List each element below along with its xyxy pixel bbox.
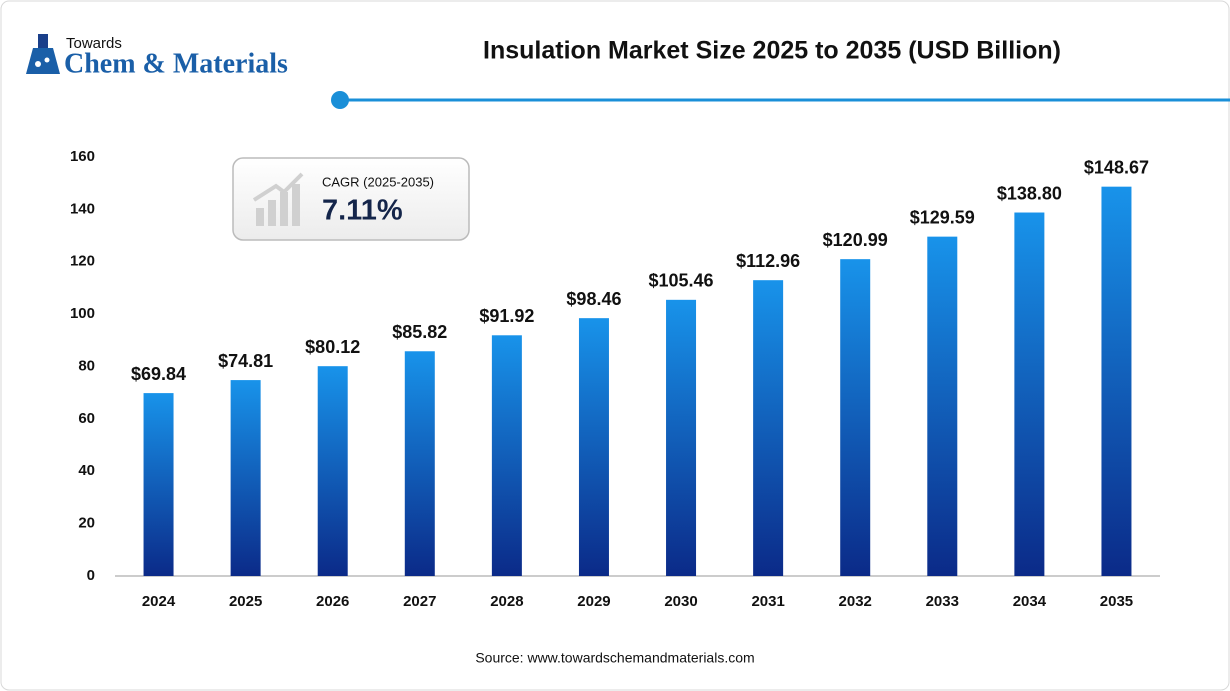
x-tick-label: 2031 [751,593,784,610]
value-label: $69.84 [131,364,186,384]
cagr-value: 7.11% [322,195,403,227]
bar [1014,212,1045,576]
logo-icon [26,34,60,74]
value-label: $74.81 [218,351,273,371]
bar [1101,186,1132,576]
bar [927,236,958,577]
cagr-icon [252,172,304,226]
value-label: $98.46 [566,289,621,309]
logo-line1: Towards [66,35,122,52]
bar [578,318,609,576]
x-tick-label: 2032 [839,593,872,610]
bar [317,366,348,576]
x-tick-label: 2029 [577,593,610,610]
x-tick-label: 2025 [229,593,262,610]
x-tick-label: 2033 [926,593,959,610]
x-tick-label: 2024 [142,593,176,610]
value-label: $129.59 [910,207,975,227]
value-label: $91.92 [479,306,534,326]
value-label: $85.82 [392,322,447,342]
value-label: $120.99 [823,230,888,250]
x-tick-label: 2026 [316,593,349,610]
y-tick-label: 100 [70,305,95,322]
x-tick-label: 2027 [403,593,436,610]
y-tick-label: 160 [70,148,95,165]
y-tick-label: 140 [70,200,95,217]
value-label: $148.67 [1084,157,1149,177]
bar [666,299,697,576]
x-tick-label: 2034 [1013,593,1047,610]
y-tick-label: 80 [78,357,95,374]
bar [491,335,522,576]
bar [404,351,435,576]
value-label: $138.80 [997,183,1062,203]
y-tick-label: 0 [87,567,95,584]
y-tick-label: 40 [78,462,95,479]
x-tick-label: 2035 [1100,593,1133,610]
bar [840,259,871,576]
value-label: $112.96 [736,251,800,271]
y-tick-label: 60 [78,410,95,427]
x-tick-label: 2030 [664,593,697,610]
y-tick-label: 20 [78,515,95,532]
value-label: $105.46 [649,271,714,291]
value-label: $80.12 [305,337,360,357]
bar [143,393,174,576]
bar [753,280,784,576]
source: Source: www.towardschemandmaterials.com [475,650,754,666]
x-tick-label: 2028 [490,593,523,610]
bar [230,380,261,576]
chart-title: Insulation Market Size 2025 to 2035 (USD… [483,37,1061,65]
logo-line2: Chem & Materials [64,48,288,79]
title-rule-dot [331,91,349,109]
y-tick-label: 120 [70,253,95,270]
cagr-label: CAGR (2025-2035) [322,174,434,189]
